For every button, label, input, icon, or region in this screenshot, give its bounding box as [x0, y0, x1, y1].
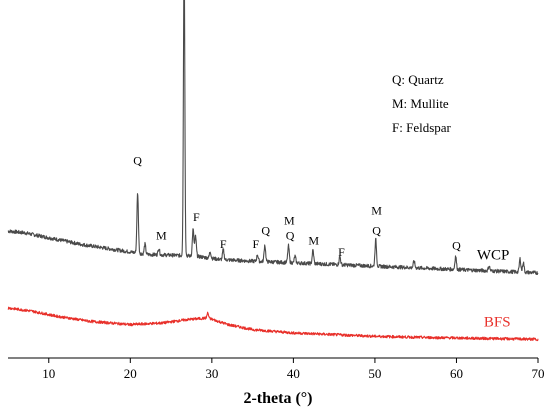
peak-label: Q: [452, 238, 461, 252]
x-tick-label: 40: [287, 366, 300, 381]
peak-label: M: [156, 228, 167, 242]
legend-entry: M: Mullite: [392, 96, 449, 111]
x-tick-label: 70: [532, 366, 545, 381]
series-layer: [7, 0, 539, 342]
legend-entry: Q: Quartz: [392, 72, 444, 87]
series-label-bfs: BFS: [484, 314, 511, 330]
x-tick-label: 50: [368, 366, 381, 381]
peak-label: Q: [372, 223, 381, 237]
x-tick-label: 60: [450, 366, 463, 381]
peak-label: F: [253, 237, 260, 251]
series-labels: WCP BFS: [477, 247, 511, 330]
peak-label: M: [284, 213, 295, 227]
peak-label: Q: [133, 153, 142, 167]
series-line-bfs: [7, 306, 539, 342]
peak-label: F: [338, 245, 345, 259]
series-label-wcp: WCP: [477, 247, 510, 263]
legend: Q: Quartz M: Mullite F: Feldspar: [392, 72, 452, 135]
peak-label: Q: [261, 223, 270, 237]
x-tick-label: 10: [42, 366, 55, 381]
peak-label: F: [193, 210, 200, 224]
legend-entry: F: Feldspar: [392, 120, 452, 135]
x-tick-label: 30: [205, 366, 218, 381]
series-line-wcp: [7, 0, 539, 276]
peak-label: F: [220, 237, 227, 251]
peak-label: M: [308, 233, 319, 247]
x-tick-label: 20: [124, 366, 137, 381]
peak-labels: QMQFFFQMQMFMQQ: [133, 153, 461, 259]
peak-label: Q: [286, 228, 295, 242]
x-axis-ticks: 10 20 30 40 50 60 70: [42, 358, 545, 381]
x-axis-label: 2-theta (°): [243, 390, 312, 407]
peak-label: M: [371, 203, 382, 217]
